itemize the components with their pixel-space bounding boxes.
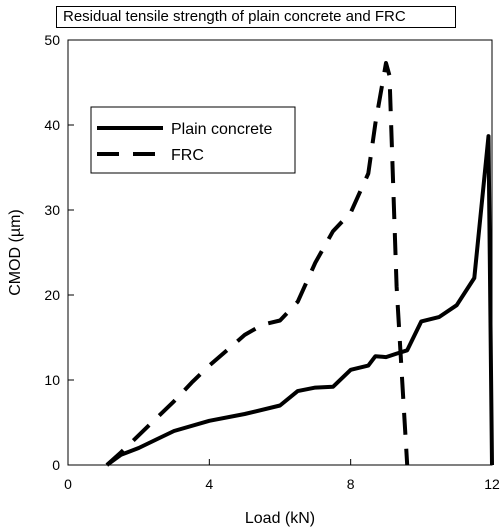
legend-box: [90, 106, 296, 174]
plot-frame: [67, 39, 493, 466]
x-tick-label: 12: [484, 476, 500, 492]
legend-label: Plain concrete: [171, 121, 272, 138]
x-tick-label: 8: [347, 476, 355, 492]
x-axis-label: Load (kN): [245, 510, 315, 527]
legend: Plain concrete FRC: [90, 106, 296, 174]
y-axis-label: CMOD (µm): [7, 209, 24, 296]
x-tick-label: 4: [205, 476, 213, 492]
plot-border: [67, 39, 493, 466]
chart-title-text: Residual tensile strength of plain concr…: [63, 8, 406, 25]
chart-title: Residual tensile strength of plain concr…: [56, 6, 456, 28]
series-layer: [105, 61, 494, 467]
y-tick-label: 10: [44, 372, 60, 388]
x-axis: 0 4 8 12: [64, 459, 500, 492]
y-tick-label: 40: [44, 117, 60, 133]
series-line-frc: [105, 61, 410, 467]
y-axis: 0 10 20 30 40 50: [44, 32, 74, 473]
y-tick-label: 0: [52, 457, 60, 473]
y-tick-label: 30: [44, 202, 60, 218]
y-tick-label: 20: [44, 287, 60, 303]
series-line-plain-concrete: [105, 134, 494, 467]
y-tick-label: 50: [44, 32, 60, 48]
x-tick-label: 0: [64, 476, 72, 492]
legend-label: FRC: [171, 147, 204, 164]
